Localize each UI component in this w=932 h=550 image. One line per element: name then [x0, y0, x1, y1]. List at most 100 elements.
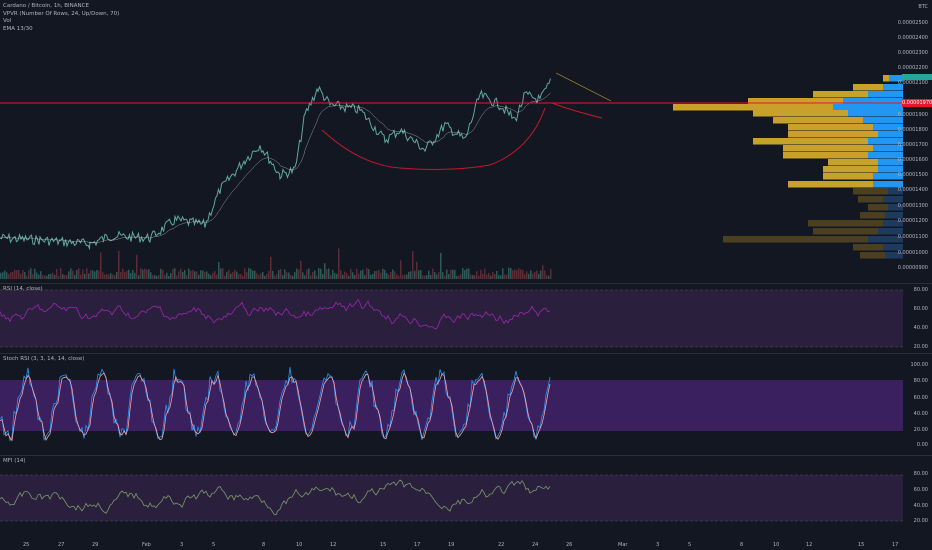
vpvr-indicator-label[interactable]: VPVR (Number Of Rows, 24, Up/Down, 70): [3, 10, 120, 17]
volume-bar: [528, 273, 530, 279]
vpvr-up-bar: [888, 188, 903, 195]
vpvr-down-bar: [883, 75, 889, 82]
volume-bar: [38, 274, 40, 279]
volume-bar: [502, 268, 504, 279]
volume-bar: [88, 273, 90, 279]
stoch-legend[interactable]: Stoch RSI (3, 3, 14, 14, close): [3, 356, 85, 362]
time-tick: 12: [330, 542, 337, 548]
volume-bar: [506, 274, 508, 279]
volume-bar: [198, 274, 200, 279]
volume-bar: [498, 275, 500, 279]
volume-bar: [110, 273, 112, 279]
volume-bar: [284, 269, 286, 279]
vpvr-up-bar: [885, 212, 903, 219]
volume-bar: [126, 270, 128, 279]
time-tick: 17: [414, 542, 421, 548]
rsi-legend[interactable]: RSI (14, close): [3, 286, 43, 292]
pane-separator[interactable]: [0, 283, 932, 284]
mfi-legend[interactable]: MFI (14): [3, 458, 26, 464]
price-tick: 0.00001700: [897, 142, 928, 148]
volume-bar: [46, 275, 48, 279]
volume-bar: [26, 275, 28, 279]
volume-bar: [22, 270, 24, 279]
volume-bar: [144, 268, 146, 279]
volume-bar: [98, 270, 100, 279]
time-tick: 12: [806, 542, 813, 548]
volume-bar: [400, 260, 402, 279]
volume-bar: [366, 268, 368, 279]
volume-bar: [444, 275, 446, 279]
volume-bar: [36, 272, 38, 279]
volume-bar: [102, 272, 104, 279]
volume-bar: [546, 275, 548, 279]
volume-indicator-label[interactable]: Vol: [3, 18, 12, 24]
price-axis[interactable]: BTC 0.00002500 0.00002400 0.00002300 0.0…: [897, 0, 932, 282]
cup-curve-drawing[interactable]: [321, 107, 546, 170]
vpvr-down-bar: [788, 124, 873, 131]
volume-bar: [86, 268, 88, 279]
volume-bar: [482, 273, 484, 279]
main-chart-pane[interactable]: Cardano / Bitcoin, 1h, BINANCE VPVR (Num…: [0, 0, 932, 282]
volume-bar: [34, 268, 36, 279]
vpvr-up-bar: [883, 220, 903, 227]
volume-bar: [122, 268, 124, 279]
vpvr-up-bar: [873, 124, 903, 131]
stoch-tick: 40.00: [913, 411, 928, 417]
vpvr-down-bar: [748, 98, 843, 105]
vpvr-up-bar: [885, 252, 903, 259]
mfi-axis[interactable]: 80.00 60.00 40.00 20.00: [900, 455, 932, 539]
volume-bar: [48, 274, 50, 279]
rsi-axis[interactable]: 80.00 60.00 40.00 20.00: [900, 283, 932, 351]
volume-bar: [310, 275, 312, 279]
price-tick: 0.00001800: [897, 127, 928, 133]
volume-bar: [166, 272, 168, 279]
mfi-line: [0, 479, 551, 516]
volume-bar: [386, 273, 388, 279]
volume-bar: [490, 275, 492, 279]
pane-separator[interactable]: [0, 353, 932, 354]
volume-bar: [422, 275, 424, 279]
volume-bar: [322, 273, 324, 279]
volume-bar: [140, 268, 142, 279]
volume-bar: [304, 275, 306, 279]
volume-bar: [526, 271, 528, 279]
volume-bar: [316, 275, 318, 279]
volume-bar: [240, 273, 242, 279]
stoch-axis[interactable]: 100.00 80.00 60.00 40.00 20.00 0.00: [900, 353, 932, 453]
time-tick: 17: [892, 542, 899, 548]
volume-bar: [384, 269, 386, 279]
pane-separator[interactable]: [0, 455, 932, 456]
symbol-title[interactable]: Cardano / Bitcoin, 1h, BINANCE: [3, 3, 89, 9]
volume-bar: [2, 272, 4, 279]
volume-bar: [170, 273, 172, 279]
volume-bar: [544, 270, 546, 279]
ema-indicator-label[interactable]: EMA 13/30: [3, 25, 33, 32]
volume-bar: [472, 275, 474, 279]
stoch-d-line: [0, 372, 551, 442]
volume-bar: [278, 270, 280, 279]
volume-bar: [106, 274, 108, 279]
time-tick: 15: [858, 542, 865, 548]
volume-bar: [194, 271, 196, 279]
trend-line-drawing[interactable]: [555, 72, 612, 102]
vpvr-down-bar: [673, 104, 833, 111]
handle-curve-drawing[interactable]: [551, 102, 603, 119]
price-candles: [0, 78, 551, 251]
vpvr-down-bar: [853, 188, 888, 195]
volume-bar: [512, 270, 514, 279]
time-axis[interactable]: 25 27 29 Feb 3 5 8 10 12 15 17 19 22 24 …: [0, 540, 900, 550]
volume-bar: [416, 261, 418, 279]
stoch-tick: 80.00: [913, 378, 928, 384]
volume-bar: [420, 269, 422, 279]
vpvr-up-bar: [863, 117, 903, 124]
volume-bar: [478, 275, 480, 279]
time-tick: 8: [262, 542, 266, 548]
volume-bar: [136, 254, 138, 279]
volume-bar: [252, 270, 254, 279]
volume-bar: [184, 269, 186, 279]
last-price-tag: [902, 74, 932, 80]
vpvr-up-bar: [868, 138, 903, 145]
volume-bar: [468, 268, 470, 279]
volume-bar: [474, 275, 476, 279]
